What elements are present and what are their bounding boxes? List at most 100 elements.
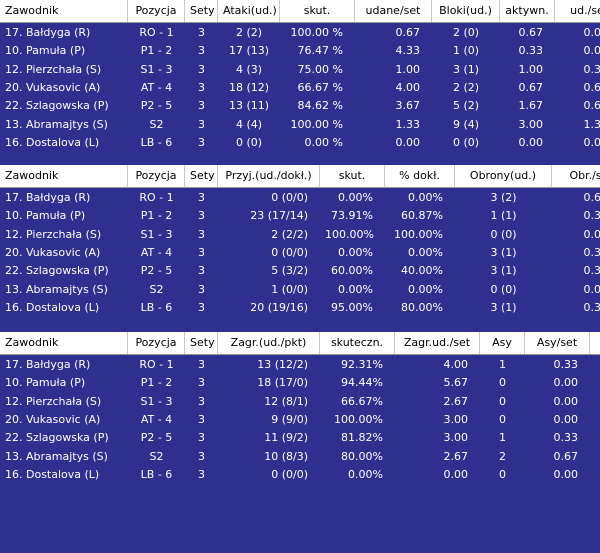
stat-cell: 92.31% <box>341 358 383 371</box>
stat-cell: 0.00% <box>348 467 383 481</box>
stat-cell: RO - 1 <box>139 358 174 371</box>
stat-cell: 3 <box>198 117 205 131</box>
stat-cell: 0.67 <box>553 449 579 463</box>
stat-cell: 10 (8/3) <box>264 449 308 463</box>
column-header[interactable]: Obrony(ud.) <box>455 165 552 187</box>
table-header: Zawodnik Pozycja Sety Zagr.(ud./pkt) skutecz… <box>0 332 600 355</box>
stat-cell: 100.00 % <box>290 26 343 39</box>
stat-cell: 66.67 % <box>297 80 343 94</box>
stat-cell: 3 (1) <box>452 62 480 76</box>
stat-cell: 0.00% <box>338 245 373 259</box>
stat-cell: 3 (2) <box>490 191 517 204</box>
player-name: 22. Szlagowska (P) <box>5 264 109 278</box>
table-row: 17. Bałdyga (R) RO - 1 3 0 (0/0) 0.00% 0.00% 3… <box>0 189 600 207</box>
stat-cell: 0.00% <box>338 191 373 204</box>
player-name: 22. Szlagowska (P) <box>5 431 109 445</box>
stat-cell: 0.33 <box>583 209 600 223</box>
stats-table: Zawodnik Pozycja Sety Ataki(ud.) skut. udane/… <box>0 0 600 154</box>
stat-cell: 5.67 <box>443 376 469 390</box>
stat-cell: 80.00% <box>341 449 383 463</box>
column-header[interactable]: skuteczn. <box>320 332 395 354</box>
column-header[interactable]: Sety <box>185 0 218 22</box>
stat-cell: 2 (2/2) <box>271 227 308 241</box>
player-name: 12. Pierzchała (S) <box>5 62 102 76</box>
table-row: 12. Pierzchała (S) S1 - 3 3 2 (2/2) 100.00% 1… <box>0 226 600 244</box>
table-row: 17. Bałdyga (R) RO - 1 3 2 (2) 100.00 % 0.67 2… <box>0 24 600 42</box>
stat-cell: S2 <box>149 282 164 296</box>
table-row: 22. Szlagowska (P) P2 - 5 3 11 (9/2) 81.82% 3… <box>0 429 600 447</box>
player-name: 13. Abramajtys (S) <box>5 282 108 296</box>
column-header[interactable]: aktywn. <box>500 0 555 22</box>
stat-cell: 76.47 % <box>297 44 343 58</box>
column-header[interactable]: skut. <box>320 165 385 187</box>
player-name: 10. Pamuła (P) <box>5 376 86 390</box>
table-row: 12. Pierzchała (S) S1 - 3 3 4 (3) 75.00 % 1.0… <box>0 61 600 79</box>
table-header: Zawodnik Pozycja Sety Ataki(ud.) skut. udane/… <box>0 0 600 23</box>
player-name: 20. Vukasovic (A) <box>5 80 101 94</box>
stat-cell: 0.00 <box>443 467 469 481</box>
column-header[interactable]: Bloki(ud.) <box>432 0 500 22</box>
stat-cell: 0.00 <box>518 135 544 149</box>
stat-cell: 100.00% <box>325 227 374 241</box>
column-header[interactable]: Zagr.(ud./pkt) <box>218 332 320 354</box>
stat-cell: 1 <box>499 431 506 445</box>
stat-cell: 3 <box>198 300 205 314</box>
player-name: 16. Dostalova (L) <box>5 135 100 149</box>
stat-cell: 2.67 <box>443 394 469 408</box>
column-header[interactable]: Asy <box>480 332 525 354</box>
stat-cell: 0.67 <box>395 26 421 39</box>
column-header[interactable]: Zawodnik <box>0 0 128 22</box>
column-header[interactable]: Przyj.(ud./dokł.) <box>218 165 320 187</box>
stat-cell: 3 <box>198 264 205 278</box>
column-header[interactable]: Zagr.ud./set <box>395 332 480 354</box>
column-header[interactable]: % dokł. <box>385 165 455 187</box>
stat-cell: 20 (19/16) <box>250 300 308 314</box>
stat-cell: 4.00 <box>395 80 421 94</box>
stat-cell: 0.00% <box>408 282 443 296</box>
column-header[interactable]: Pozycja <box>128 0 185 22</box>
stat-cell: 0.67 <box>518 26 544 39</box>
stat-cell: 0.33 <box>583 62 600 76</box>
column-header[interactable]: Ataki(ud.) <box>218 0 280 22</box>
stat-cell: 2.67 <box>443 449 469 463</box>
stat-cell: 3 <box>198 44 205 58</box>
table-row: 20. Vukasovic (A) AT - 4 3 18 (12) 66.67 % 4.… <box>0 79 600 97</box>
stat-cell: 0.67 <box>583 80 600 94</box>
column-header[interactable]: Sety <box>185 165 218 187</box>
column-header[interactable]: Zawodnik <box>0 165 128 187</box>
stat-cell: P2 - 5 <box>140 264 173 278</box>
stat-cell: 0 (0/0) <box>271 467 308 481</box>
stat-cell: 3.00 <box>518 117 544 131</box>
column-header[interactable]: Asy/set <box>525 332 590 354</box>
column-header[interactable]: skut. <box>280 0 355 22</box>
stat-cell: 4 (4) <box>235 117 263 131</box>
stat-cell: 3 <box>198 467 205 481</box>
stat-cell: P1 - 2 <box>140 376 173 390</box>
stat-cell: 3 <box>198 99 205 113</box>
stat-cell: 3 <box>198 26 205 39</box>
stat-cell: 1 (0/0) <box>271 282 308 296</box>
stat-cell: 0.00 <box>583 44 600 58</box>
stat-cell: 0 (0/0) <box>271 191 308 204</box>
stat-cell: 0.33 <box>583 300 600 314</box>
stat-cell: 5 (3/2) <box>271 264 308 278</box>
stats-table: Zawodnik Pozycja Sety Zagr.(ud./pkt) skutecz… <box>0 332 600 486</box>
column-header[interactable]: udane/set <box>355 0 432 22</box>
column-header[interactable]: Pozycja <box>128 332 185 354</box>
stat-cell: 60.87% <box>401 209 443 223</box>
column-header[interactable]: Pozycja <box>128 165 185 187</box>
table-row: 20. Vukasovic (A) AT - 4 3 0 (0/0) 0.00% 0.00… <box>0 244 600 262</box>
stat-cell: 0.33 <box>518 44 544 58</box>
stat-cell: 81.82% <box>341 431 383 445</box>
column-header[interactable]: Zawodnik <box>0 332 128 354</box>
stat-cell: 3 (1) <box>490 300 517 314</box>
column-header[interactable]: ud./se <box>555 0 600 22</box>
stat-cell: 3.00 <box>443 431 469 445</box>
stat-cell: 17 (13) <box>228 44 270 58</box>
stat-cell: 0.00 <box>553 467 579 481</box>
column-header[interactable]: Obr./s <box>552 165 600 187</box>
stat-cell: LB - 6 <box>140 300 173 314</box>
column-header[interactable]: Sety <box>185 332 218 354</box>
stat-cell: 3 <box>198 209 205 223</box>
player-name: 10. Pamuła (P) <box>5 209 86 223</box>
